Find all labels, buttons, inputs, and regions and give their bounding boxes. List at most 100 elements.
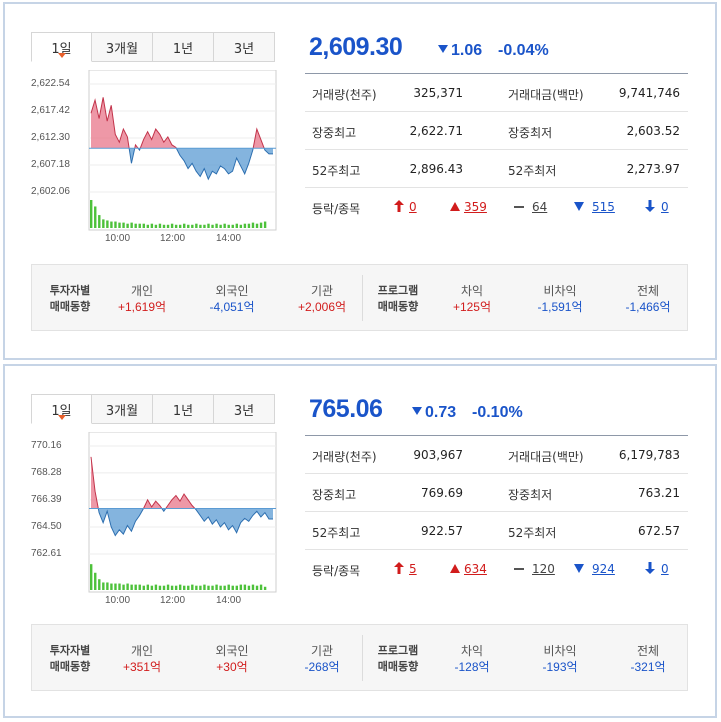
flat-count-link[interactable]: 64 xyxy=(532,200,548,214)
stat-value: 769.69 xyxy=(421,486,463,500)
volume-bar xyxy=(219,585,222,590)
down-triangle-icon xyxy=(574,202,584,211)
volume-bar xyxy=(106,582,109,590)
volume-bar xyxy=(130,222,133,228)
volume-bar xyxy=(243,223,247,228)
volume-bar xyxy=(187,585,190,590)
y-tick-label: 766.39 xyxy=(31,493,62,505)
area-down xyxy=(91,508,273,536)
tab-period[interactable]: 3개월 xyxy=(92,32,153,62)
column-value: -128억 xyxy=(454,660,490,674)
x-tick-label: 14:00 xyxy=(216,233,242,244)
price-line-down xyxy=(97,508,273,537)
stats-row: 거래량(천주) 325,371 거래대금(백만) 9,741,746 xyxy=(305,74,688,112)
section-divider xyxy=(362,275,363,321)
volume-bar xyxy=(178,584,182,590)
y-tick-label: 2,607.18 xyxy=(31,159,70,170)
tab-period[interactable]: 3년 xyxy=(214,32,275,62)
caption-line: 매매동향 xyxy=(377,300,419,313)
volume-bar xyxy=(239,584,243,590)
volume-bar xyxy=(235,223,238,228)
program-total: 전체 -321억 xyxy=(608,643,688,675)
column-label: 기관 xyxy=(310,284,334,298)
tab-period[interactable]: 1년 xyxy=(153,394,214,424)
column-value: -321억 xyxy=(630,660,666,674)
up-count-link[interactable]: 634 xyxy=(464,562,487,576)
up-count-link[interactable]: 359 xyxy=(464,200,487,214)
volume-bar xyxy=(134,584,137,590)
volume-bar xyxy=(114,221,117,228)
price-line-down xyxy=(128,148,273,181)
caption-line: 프로그램 xyxy=(377,284,419,297)
tab-period[interactable]: 3개월 xyxy=(92,394,153,424)
program-nonarb: 비차익 -1,591억 xyxy=(520,283,600,315)
volume-bar xyxy=(170,585,174,590)
x-tick-label: 12:00 xyxy=(160,233,186,244)
selected-caret-icon xyxy=(57,415,66,420)
volume-bar xyxy=(150,585,154,590)
down-count-link[interactable]: 924 xyxy=(592,562,615,576)
volume-bar xyxy=(263,221,267,228)
volume-bar xyxy=(183,223,186,228)
investor-trend-caption: 투자자별 매매동향 xyxy=(40,283,100,315)
lower-limit-count-link[interactable]: 0 xyxy=(661,562,669,576)
price-line-up xyxy=(90,456,196,509)
upper-limit-arrow-icon xyxy=(394,200,404,212)
trading-trend-box: 투자자별 매매동향 개인 +351억 외국인 +30억 기관 -268억 프로그램 매매동향 차익 -… xyxy=(31,624,688,691)
down-triangle-icon xyxy=(438,45,448,53)
y-tick-label: 770.16 xyxy=(31,440,62,451)
volume-bar xyxy=(178,224,182,228)
volume-bar xyxy=(114,583,117,590)
up-triangle-icon xyxy=(450,564,460,573)
volume-bar xyxy=(166,224,170,228)
volume-bar xyxy=(146,224,150,228)
investor-trend-caption: 투자자별 매매동향 xyxy=(40,643,100,675)
tab-label: 3개월 xyxy=(105,41,139,57)
intraday-chart-svg xyxy=(88,70,277,231)
index-block: 1일 3개월 1년 3년 2,622.54 2,617.42 2,612.30 2,607.1… xyxy=(0,0,721,360)
column-label: 전체 xyxy=(636,644,660,658)
caption-line: 프로그램 xyxy=(377,644,419,657)
volume-bar xyxy=(126,583,129,590)
y-tick-label: 2,622.54 xyxy=(31,78,70,89)
upper-limit-count-link[interactable]: 0 xyxy=(409,200,417,214)
program-arb: 차익 -128억 xyxy=(432,643,512,675)
volume-bar xyxy=(195,585,198,590)
volume-bar xyxy=(255,585,259,590)
intraday-chart: 2,622.54 2,617.42 2,612.30 2,607.18 2,602.06… xyxy=(31,70,277,246)
volume-bar xyxy=(170,223,174,228)
volume-bar xyxy=(251,222,255,228)
tab-period[interactable]: 1일 xyxy=(31,32,92,62)
stat-label: 거래량(천주) xyxy=(312,88,377,102)
volume-bar xyxy=(90,200,93,228)
x-tick-label: 14:00 xyxy=(216,595,242,606)
volume-bar xyxy=(94,206,97,228)
upper-limit-count-link[interactable]: 5 xyxy=(409,562,417,576)
stats-row: 장중최고 769.69 장중최저 763.21 xyxy=(305,474,688,512)
tab-period[interactable]: 1년 xyxy=(153,32,214,62)
intraday-chart: 770.16 768.28 766.39 764.50 762.61 10:00 12:00… xyxy=(31,432,277,608)
lower-limit-count-link[interactable]: 0 xyxy=(661,200,669,214)
caption-line: 매매동향 xyxy=(377,660,419,673)
volume-bar xyxy=(118,583,121,590)
down-triangle-icon xyxy=(574,564,584,573)
price-line-up xyxy=(90,97,265,149)
stat-label: 거래대금(백만) xyxy=(508,450,584,464)
caption-line: 매매동향 xyxy=(49,660,91,673)
y-tick-label: 764.50 xyxy=(31,520,62,532)
stat-value: 2,273.97 xyxy=(626,162,680,176)
stat-label: 52주최저 xyxy=(508,164,557,178)
down-count-link[interactable]: 515 xyxy=(592,200,615,214)
x-tick-label: 10:00 xyxy=(105,595,131,606)
tab-period[interactable]: 1일 xyxy=(31,394,92,424)
tab-period[interactable]: 3년 xyxy=(214,394,275,424)
lower-limit-arrow-icon xyxy=(645,562,655,574)
flat-count-link[interactable]: 120 xyxy=(532,562,555,576)
volume-bar xyxy=(158,585,162,590)
column-label: 외국인 xyxy=(215,284,249,298)
y-tick-label: 2,612.30 xyxy=(31,132,70,143)
volume-bar xyxy=(199,224,202,228)
stat-label: 52주최고 xyxy=(312,526,361,540)
change-percent: -0.04% xyxy=(498,42,549,59)
stat-label: 장중최고 xyxy=(312,126,357,140)
